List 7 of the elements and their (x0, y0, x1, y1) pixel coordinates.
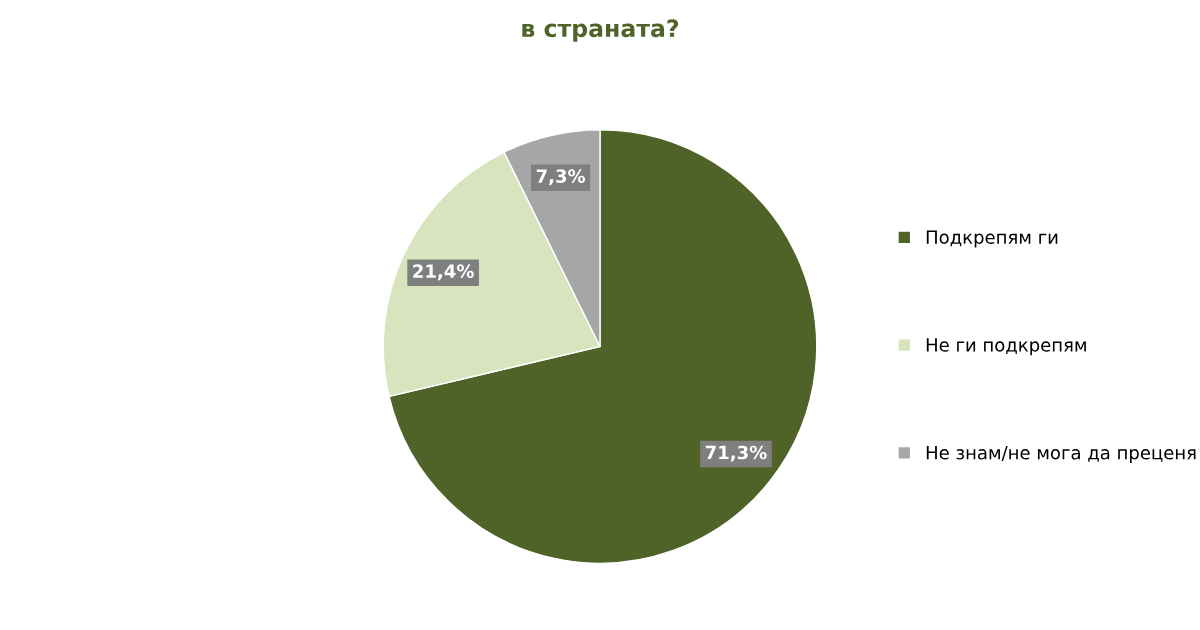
legend-label: Не ги подкрепям (926, 338, 1086, 356)
data-label: 7,3% (536, 169, 586, 186)
data-label: 21,4% (413, 264, 474, 281)
legend-label: Не знам/не мога да преценя (926, 446, 1196, 463)
chart-title: в страната? (522, 19, 679, 42)
legend-label: Подкрепям ги (926, 230, 1058, 248)
data-label: 71,3% (705, 445, 767, 462)
